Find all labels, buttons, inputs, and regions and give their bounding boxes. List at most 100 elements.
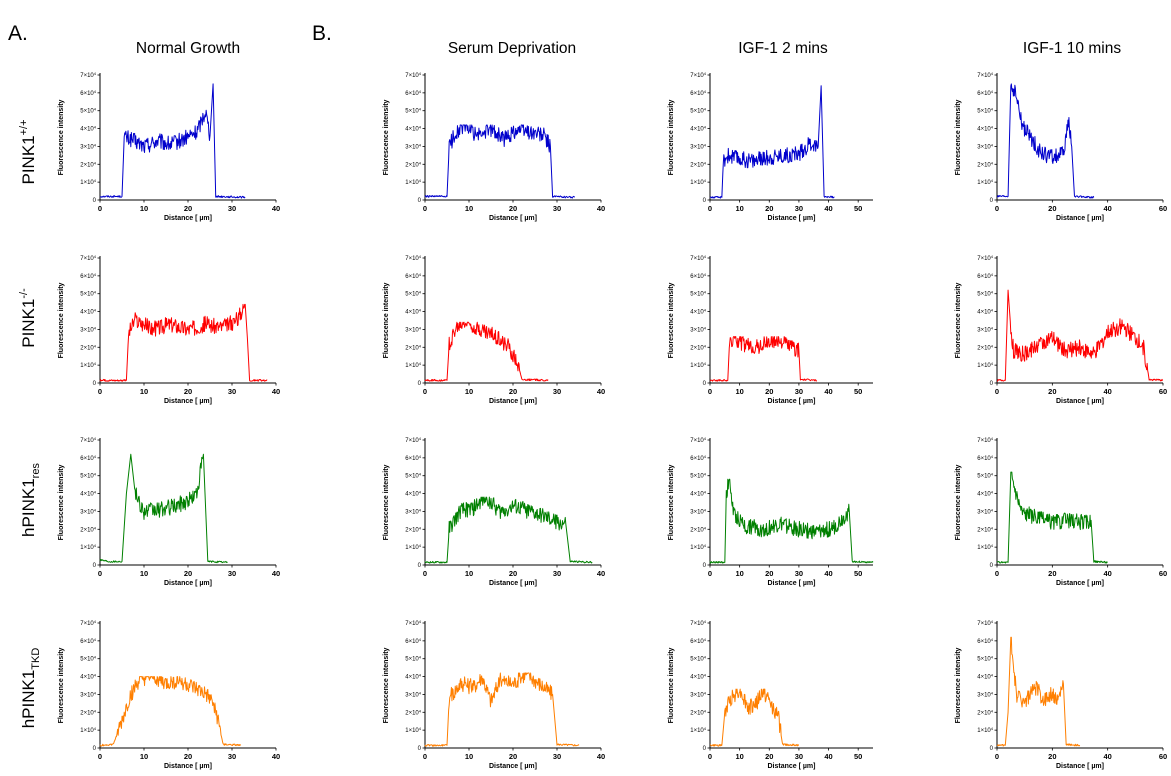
y-tick-label: 1×104 xyxy=(405,178,422,186)
y-tick-label: 7×104 xyxy=(977,71,994,79)
series-line-pink1- xyxy=(709,85,835,199)
x-tick-label: 0 xyxy=(708,752,712,761)
x-tick-label: 20 xyxy=(765,387,773,396)
y-tick-label: 6×104 xyxy=(690,454,707,462)
y-tick-label: 5×104 xyxy=(690,655,707,663)
y-tick-label: 1×104 xyxy=(977,361,994,369)
x-tick-label: 0 xyxy=(708,387,712,396)
y-tick-label: 1×104 xyxy=(690,361,707,369)
y-tick-label: 1×104 xyxy=(80,361,97,369)
y-tick-label: 1×104 xyxy=(80,543,97,551)
panel-r1-c0: 0 1×104 2×104 3×104 4×104 5×104 6×104 7×104 0 10 2… xyxy=(58,254,280,405)
x-tick-label: 20 xyxy=(1048,569,1056,578)
y-axis-title: Fluorescence intensity xyxy=(955,282,962,358)
x-tick-label: 50 xyxy=(854,569,862,578)
x-tick-label: 10 xyxy=(735,569,743,578)
y-tick-label: 2×104 xyxy=(405,708,422,716)
x-axis-title: Distance [ µm] xyxy=(1056,215,1104,222)
y-tick-label: 2×104 xyxy=(405,343,422,351)
y-tick-label: 0 xyxy=(93,198,97,204)
x-axis-title: Distance [ µm] xyxy=(768,580,816,587)
y-tick-label: 6×104 xyxy=(405,637,422,645)
y-tick-label: 4×104 xyxy=(977,125,994,133)
y-tick-label: 0 xyxy=(990,198,994,204)
x-tick-label: 40 xyxy=(272,569,280,578)
y-tick-label: 1×104 xyxy=(690,726,707,734)
panel-r3-c2: 0 1×104 2×104 3×104 4×104 5×104 6×104 7×104 0 10 2… xyxy=(668,619,873,770)
x-tick-label: 50 xyxy=(854,387,862,396)
y-tick-label: 4×104 xyxy=(405,673,422,681)
panel-r2-c2: 0 1×104 2×104 3×104 4×104 5×104 6×104 7×104 0 10 2… xyxy=(668,436,874,587)
y-tick-label: 7×104 xyxy=(977,254,994,262)
row-label-pink1-: PINK1-/- xyxy=(18,288,38,348)
y-tick-label: 0 xyxy=(418,746,422,752)
x-tick-label: 30 xyxy=(228,387,236,396)
x-tick-label: 10 xyxy=(465,569,473,578)
y-tick-label: 3×104 xyxy=(977,142,994,150)
y-tick-label: 4×104 xyxy=(80,308,97,316)
x-tick-label: 20 xyxy=(509,569,517,578)
y-tick-label: 6×104 xyxy=(977,454,994,462)
y-axis-title: Fluorescence intensity xyxy=(383,282,390,358)
x-tick-label: 60 xyxy=(1159,752,1167,761)
panel-r0-c2: 0 1×104 2×104 3×104 4×104 5×104 6×104 7×104 0 10 2… xyxy=(668,71,873,222)
y-axis-title: Fluorescence intensity xyxy=(58,464,65,540)
y-tick-label: 4×104 xyxy=(977,308,994,316)
x-tick-label: 0 xyxy=(995,752,999,761)
y-tick-label: 4×104 xyxy=(405,308,422,316)
x-tick-label: 20 xyxy=(765,752,773,761)
x-tick-label: 40 xyxy=(272,387,280,396)
x-tick-label: 10 xyxy=(140,569,148,578)
y-tick-label: 2×104 xyxy=(80,525,97,533)
y-tick-label: 7×104 xyxy=(405,71,422,79)
y-tick-label: 3×104 xyxy=(80,325,97,333)
y-tick-label: 1×104 xyxy=(405,361,422,369)
y-tick-label: 5×104 xyxy=(80,472,97,480)
y-tick-label: 7×104 xyxy=(690,436,707,444)
y-tick-label: 7×104 xyxy=(977,619,994,627)
x-tick-label: 30 xyxy=(228,752,236,761)
row-label-hpink1res: hPINK1res xyxy=(19,463,42,537)
y-tick-label: 0 xyxy=(703,381,707,387)
series-line-hpink1tkd xyxy=(709,688,799,747)
x-tick-label: 20 xyxy=(509,387,517,396)
panel-r1-c3: 0 1×104 2×104 3×104 4×104 5×104 6×104 7×104 0 20 4… xyxy=(955,254,1167,405)
x-tick-label: 0 xyxy=(98,387,102,396)
y-tick-label: 0 xyxy=(418,381,422,387)
y-tick-label: 4×104 xyxy=(80,490,97,498)
y-tick-label: 6×104 xyxy=(690,89,707,97)
y-tick-label: 2×104 xyxy=(80,343,97,351)
y-tick-label: 7×104 xyxy=(80,254,97,262)
y-tick-label: 4×104 xyxy=(977,490,994,498)
panel-r1-c1: 0 1×104 2×104 3×104 4×104 5×104 6×104 7×104 0 10 2… xyxy=(383,254,605,405)
y-tick-label: 3×104 xyxy=(80,507,97,515)
y-tick-label: 6×104 xyxy=(80,89,97,97)
y-tick-label: 7×104 xyxy=(80,436,97,444)
y-axis-title: Fluorescence intensity xyxy=(668,464,675,540)
y-tick-label: 0 xyxy=(990,563,994,569)
y-tick-label: 5×104 xyxy=(80,655,97,663)
y-tick-label: 5×104 xyxy=(977,655,994,663)
x-tick-label: 30 xyxy=(228,569,236,578)
x-tick-label: 30 xyxy=(553,752,561,761)
y-tick-label: 2×104 xyxy=(690,708,707,716)
y-tick-label: 1×104 xyxy=(690,178,707,186)
y-tick-label: 7×104 xyxy=(690,619,707,627)
y-tick-label: 2×104 xyxy=(690,525,707,533)
series-line-pink1- xyxy=(709,336,818,382)
x-tick-label: 20 xyxy=(1048,204,1056,213)
y-axis-title: Fluorescence intensity xyxy=(58,282,65,358)
column-title-normal-growth: Normal Growth xyxy=(136,40,240,57)
series-line-pink1- xyxy=(996,83,1095,199)
panel-r3-c3: 0 1×104 2×104 3×104 4×104 5×104 6×104 7×104 0 20 4… xyxy=(955,619,1167,770)
y-axis-title: Fluorescence intensity xyxy=(58,99,65,175)
x-tick-label: 20 xyxy=(1048,387,1056,396)
x-axis-title: Distance [ µm] xyxy=(489,580,537,587)
x-tick-label: 0 xyxy=(423,387,427,396)
y-tick-label: 6×104 xyxy=(405,454,422,462)
y-tick-label: 2×104 xyxy=(405,160,422,168)
panel-label-b: B. xyxy=(312,22,332,45)
y-tick-label: 7×104 xyxy=(690,254,707,262)
y-tick-label: 2×104 xyxy=(977,343,994,351)
y-tick-label: 1×104 xyxy=(977,726,994,734)
